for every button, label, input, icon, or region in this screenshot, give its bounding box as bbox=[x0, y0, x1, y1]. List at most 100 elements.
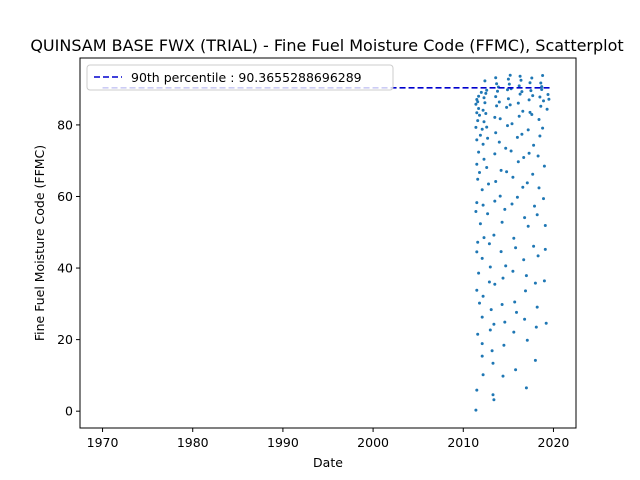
scatter-point bbox=[533, 281, 537, 285]
scatter-point bbox=[525, 181, 529, 185]
y-tick-label: 80 bbox=[57, 117, 73, 132]
scatter-point bbox=[485, 125, 489, 129]
scatter-point bbox=[504, 146, 508, 150]
scatter-point bbox=[485, 166, 489, 169]
scatter-point bbox=[504, 264, 508, 268]
scatter-point bbox=[517, 114, 521, 118]
scatter-point bbox=[479, 90, 483, 94]
x-tick-label: 1990 bbox=[267, 435, 299, 450]
scatter-point bbox=[501, 276, 505, 280]
scatter-point bbox=[524, 386, 528, 390]
scatter-point bbox=[518, 74, 522, 78]
scatter-point bbox=[536, 254, 540, 258]
scatter-point bbox=[487, 242, 491, 246]
scatter-point bbox=[498, 194, 502, 198]
scatter-point bbox=[540, 85, 544, 89]
scatter-point bbox=[530, 113, 534, 116]
scatter-point bbox=[508, 103, 512, 107]
scatter-point bbox=[492, 233, 496, 237]
scatter-point bbox=[520, 132, 524, 136]
scatter-point bbox=[512, 330, 516, 334]
scatter-point bbox=[478, 301, 481, 305]
scatter-point bbox=[482, 120, 486, 124]
scatter-point bbox=[520, 90, 524, 94]
scatter-point bbox=[497, 140, 501, 144]
scatter-point bbox=[508, 73, 512, 77]
scatter-point bbox=[476, 240, 480, 244]
scatter-point bbox=[545, 107, 549, 111]
scatter-point bbox=[538, 134, 542, 138]
scatter-point bbox=[510, 202, 514, 206]
scatter-point bbox=[542, 164, 546, 168]
scatter-point bbox=[527, 151, 531, 155]
chart-title: QUINSAM BASE FWX (TRIAL) - Fine Fuel Moi… bbox=[30, 36, 623, 55]
scatter-point bbox=[531, 94, 535, 98]
scatter-point bbox=[537, 186, 541, 190]
scatter-point bbox=[478, 133, 482, 137]
scatter-point bbox=[532, 244, 536, 248]
scatter-point bbox=[474, 102, 478, 106]
scatter-point bbox=[486, 136, 490, 140]
scatter-point bbox=[501, 374, 505, 378]
scatter-point bbox=[505, 170, 509, 174]
scatter-point bbox=[507, 82, 511, 86]
scatter-point bbox=[500, 303, 504, 306]
y-tick-label: 60 bbox=[57, 189, 73, 204]
scatter-point bbox=[499, 250, 503, 254]
scatter-point bbox=[544, 321, 548, 325]
scatter-point bbox=[477, 94, 481, 98]
scatter-point bbox=[512, 236, 516, 240]
scatter-point bbox=[499, 168, 503, 172]
x-axis-label: Date bbox=[313, 455, 343, 470]
scatter-point bbox=[481, 142, 485, 146]
scatter-point bbox=[475, 288, 479, 292]
scatter-point bbox=[482, 96, 486, 100]
scatter-point bbox=[480, 256, 484, 260]
legend-entry-label: 90th percentile : 90.3655288696289 bbox=[131, 70, 362, 85]
legend-box bbox=[86, 64, 394, 91]
scatter-point bbox=[539, 104, 543, 108]
scatter-point bbox=[487, 280, 491, 284]
scatter-point bbox=[481, 203, 485, 207]
scatter-point bbox=[541, 74, 545, 77]
scatter-point bbox=[526, 128, 530, 132]
legend: 90th percentile : 90.3655288696289 bbox=[86, 64, 394, 91]
scatter-point bbox=[531, 172, 535, 176]
y-axis: 0 20 40 60 80 bbox=[57, 117, 80, 419]
scatter-point bbox=[489, 308, 493, 312]
scatter-point bbox=[493, 282, 497, 286]
scatter-point bbox=[495, 104, 499, 108]
scatter-point bbox=[526, 224, 530, 228]
scatter-point bbox=[481, 373, 485, 377]
x-axis: 1970 1980 1990 2000 2010 2020 bbox=[87, 428, 569, 450]
scatter-point bbox=[494, 180, 498, 183]
scatter-point bbox=[496, 89, 499, 93]
x-tick-label: 1980 bbox=[177, 435, 209, 450]
scatter-point bbox=[475, 250, 479, 254]
scatter-point bbox=[511, 269, 515, 273]
scatter-point bbox=[506, 77, 510, 81]
scatter-point bbox=[491, 393, 495, 397]
scatter-point bbox=[482, 236, 486, 240]
scatter-point bbox=[527, 98, 531, 102]
scatter-point bbox=[487, 182, 490, 186]
scatter-point bbox=[475, 388, 479, 392]
scatter-point bbox=[480, 342, 484, 346]
plot-area bbox=[79, 57, 577, 429]
scatter-point bbox=[521, 109, 525, 113]
scatter-point bbox=[481, 294, 485, 298]
scatter-point bbox=[477, 150, 481, 154]
scatter-point bbox=[519, 78, 523, 82]
x-tick-label: 1970 bbox=[87, 435, 119, 450]
scatter-point bbox=[540, 88, 544, 91]
plot-frame bbox=[79, 57, 577, 429]
scatter-point bbox=[475, 111, 479, 115]
scatter-point bbox=[476, 332, 480, 336]
scatter-point bbox=[514, 246, 518, 250]
scatter-point bbox=[491, 361, 495, 365]
scatter-point bbox=[523, 216, 527, 220]
scatter-point bbox=[498, 117, 502, 121]
y-axis-label: Fine Fuel Moisture Code (FFMC) bbox=[32, 145, 47, 341]
scatter-point bbox=[524, 289, 527, 293]
x-tick-label: 2010 bbox=[447, 435, 479, 450]
